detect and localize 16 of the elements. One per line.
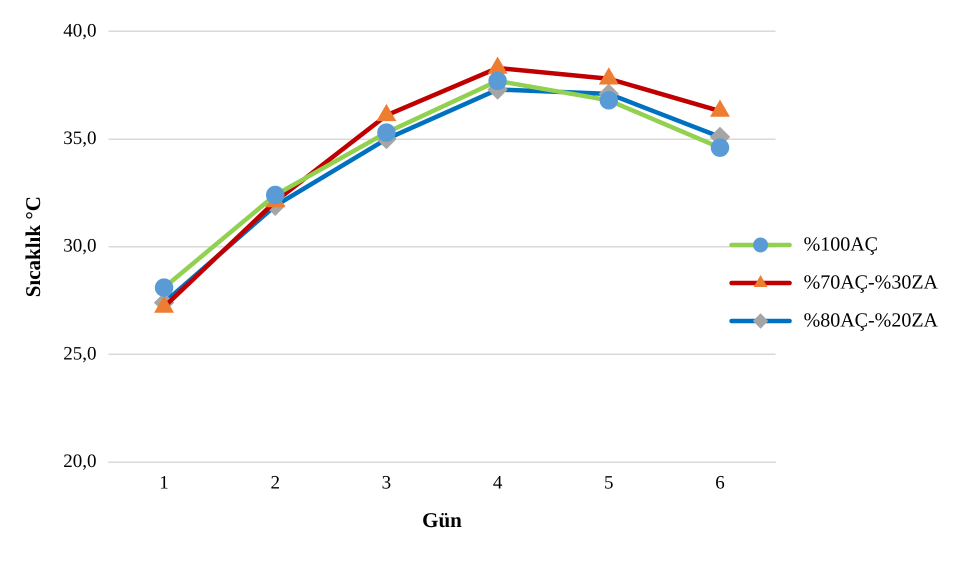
legend-label: %100AÇ bbox=[804, 233, 878, 256]
y-tick-label: 35,0 bbox=[63, 128, 96, 150]
x-axis-title: Gün bbox=[422, 508, 462, 532]
y-tick-label: 30,0 bbox=[63, 236, 96, 257]
x-tick-label: 6 bbox=[715, 472, 725, 494]
legend-label: %70AÇ-%30ZA bbox=[804, 271, 939, 294]
legend-label: %80AÇ-%20ZA bbox=[804, 309, 939, 332]
x-tick-label: 3 bbox=[382, 472, 392, 494]
y-axis-title: Sıcaklık °C bbox=[21, 196, 46, 298]
y-tick-label: 20,0 bbox=[63, 450, 96, 472]
x-tick-label: 1 bbox=[159, 472, 169, 494]
x-tick-label: 4 bbox=[492, 472, 503, 494]
x-tick-label: 5 bbox=[604, 472, 614, 494]
x-tick-label: 2 bbox=[270, 472, 280, 494]
y-tick-label: 25,0 bbox=[63, 343, 96, 364]
y-tick-label: 40,0 bbox=[63, 20, 96, 42]
